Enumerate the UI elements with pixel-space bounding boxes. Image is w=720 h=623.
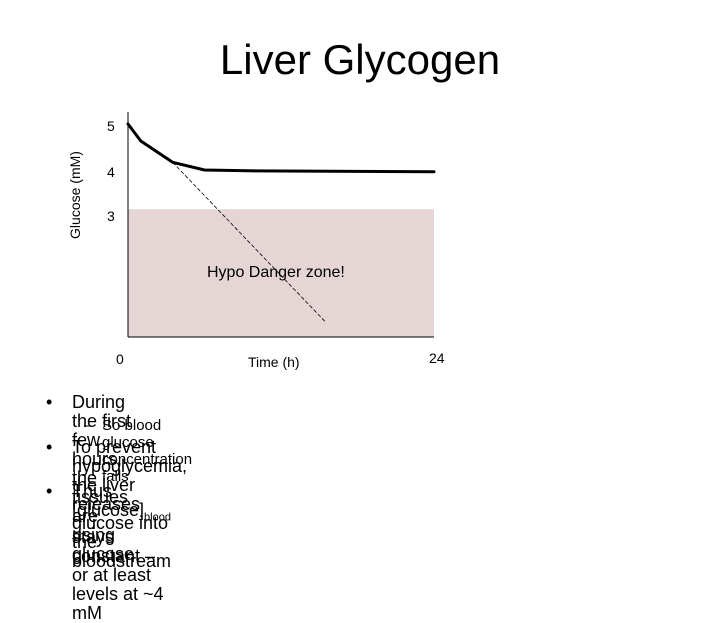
bullet-marker: • <box>46 392 53 412</box>
danger-zone <box>128 209 434 337</box>
bullet-item: • Thus [glucose]blood stays constant – o… <box>46 481 171 623</box>
x-tick-label: 0 <box>116 351 124 367</box>
x-tick-label: 24 <box>429 350 445 366</box>
bullet-marker: • <box>46 437 53 457</box>
glucose-chart <box>126 112 436 338</box>
sub-bullet-marker: – <box>84 417 93 434</box>
danger-zone-label: Hypo Danger zone! <box>207 264 345 281</box>
subscript-blood: blood <box>144 511 171 524</box>
bullet-marker: • <box>46 481 53 501</box>
x-axis-label: Time (h) <box>248 354 300 370</box>
y-tick-label: 3 <box>107 208 115 224</box>
bullet-text: Thus [glucose] <box>72 481 145 520</box>
y-tick-label: 5 <box>107 118 115 134</box>
slide-title: Liver Glycogen <box>219 36 501 83</box>
y-axis-label: Glucose (mM) <box>67 151 83 239</box>
glucose-line <box>126 122 436 174</box>
y-tick-label: 4 <box>107 164 115 180</box>
hypothetical-decline-line <box>172 162 326 323</box>
sub-bullet-text: So blood glucose concentration falls <box>102 417 193 485</box>
bullet-text: stays constant – or at least levels at ~… <box>72 526 164 623</box>
sub-bullet-item: – So blood glucose concentration falls <box>84 417 193 485</box>
